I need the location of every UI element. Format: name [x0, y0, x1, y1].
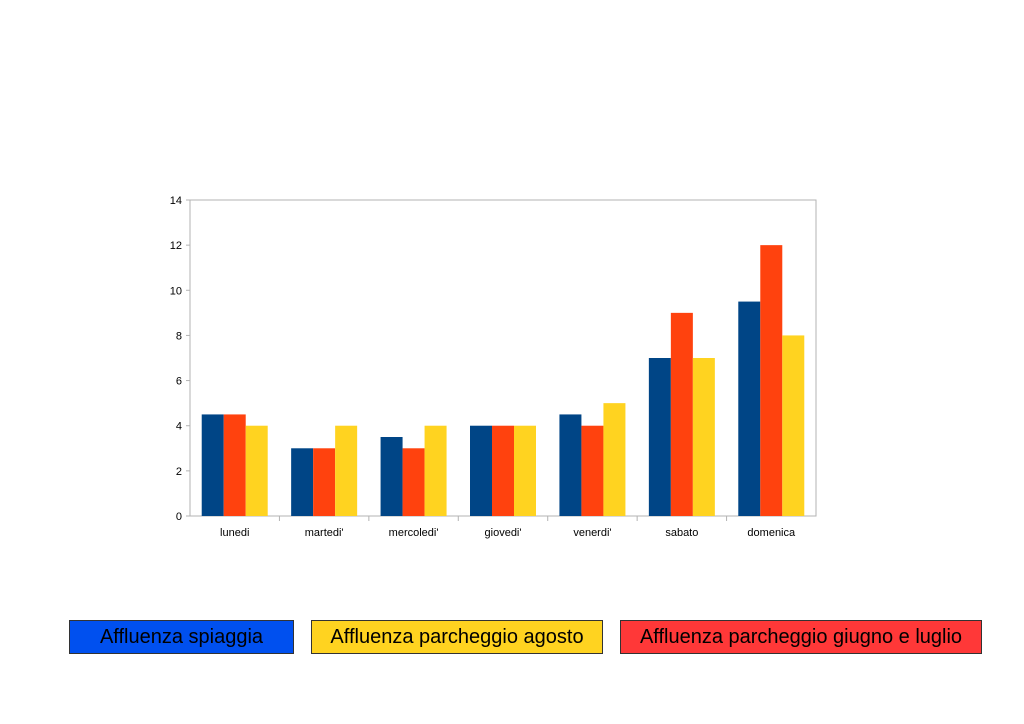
- bar-series-2-lunedi: [223, 414, 246, 516]
- y-axis: 0 2 4 6 8 10 12 14: [170, 195, 190, 523]
- bar-series-3-domenica: [782, 335, 805, 516]
- bars-group: [201, 245, 805, 516]
- x-tick-label: lunedi: [220, 527, 249, 539]
- bar-series-1-lunedi: [201, 414, 224, 516]
- legend-item-spiaggia: Affluenza spiaggia: [69, 620, 294, 654]
- x-axis: lunedi martedi' mercoledi' giovedi' venerdi'…: [220, 516, 796, 539]
- bar-series-2-martedi: [313, 448, 336, 516]
- legend-item-parcheggio-agosto: Affluenza parcheggio agosto: [311, 620, 603, 654]
- bar-series-3-giovedi: [514, 425, 536, 516]
- bar-series-3-venerdi: [603, 403, 626, 516]
- y-tick-label: 12: [170, 240, 182, 252]
- x-tick-label: mercoledi': [389, 527, 439, 539]
- y-tick-label: 6: [176, 376, 182, 388]
- x-tick-label: sabato: [665, 527, 698, 539]
- y-tick-label: 0: [176, 511, 182, 523]
- x-tick-label: venerdi': [573, 527, 611, 539]
- bar-series-1-giovedi: [470, 425, 492, 516]
- bar-series-1-sabato: [648, 358, 671, 516]
- legend-item-parcheggio-giugno-luglio: Affluenza parcheggio giugno e luglio: [620, 620, 982, 654]
- bar-series-1-venerdi: [559, 414, 582, 516]
- y-tick-label: 8: [176, 330, 182, 342]
- bar-series-3-sabato: [692, 358, 715, 516]
- bar-series-2-mercoledi: [402, 448, 425, 516]
- y-tick-label: 4: [176, 421, 182, 433]
- y-tick-label: 14: [170, 195, 182, 207]
- bar-series-3-martedi: [335, 425, 358, 516]
- y-tick-label: 2: [176, 466, 182, 478]
- bar-series-1-mercoledi: [380, 437, 403, 516]
- bar-series-1-martedi: [291, 448, 314, 516]
- bar-series-2-giovedi: [492, 425, 514, 516]
- x-tick-label: martedi': [305, 527, 344, 539]
- y-tick-label: 10: [170, 285, 182, 297]
- bar-series-2-sabato: [670, 312, 693, 516]
- bar-series-2-domenica: [760, 245, 783, 516]
- bar-series-3-mercoledi: [424, 425, 447, 516]
- x-tick-label: domenica: [747, 527, 796, 539]
- bar-series-3-lunedi: [245, 425, 268, 516]
- bar-series-2-venerdi: [581, 425, 604, 516]
- x-tick-label: giovedi': [485, 527, 522, 539]
- bar-series-1-domenica: [738, 301, 761, 516]
